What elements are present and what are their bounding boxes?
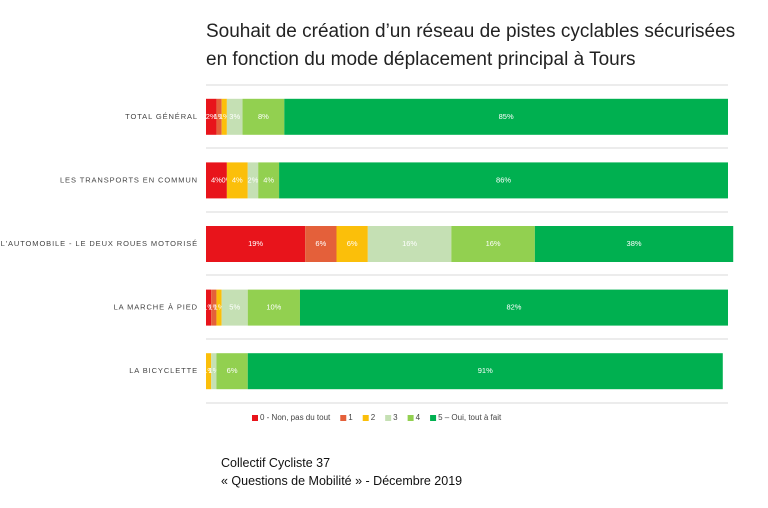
bar-segment bbox=[226, 98, 243, 135]
data-label: 1% bbox=[208, 366, 219, 375]
bar-segment bbox=[336, 226, 368, 262]
y-tick-label: L'AUTOMOBILE - LE DEUX ROUES MOTORISÉ bbox=[1, 239, 198, 248]
data-label: 19% bbox=[248, 239, 263, 248]
bar-segment bbox=[216, 353, 248, 390]
bar-segment bbox=[367, 226, 452, 262]
y-tick-label: TOTAL GÉNÉRAL bbox=[125, 112, 198, 121]
legend-swatch bbox=[252, 415, 258, 421]
y-tick-label: LA BICYCLETTE bbox=[129, 366, 198, 375]
chart-title: en fonction du mode déplacement principa… bbox=[206, 49, 636, 70]
bar-segment bbox=[534, 226, 734, 262]
bar-segment bbox=[226, 162, 248, 199]
legend-swatch bbox=[362, 415, 369, 421]
data-label: 86% bbox=[496, 175, 511, 184]
bar-segment bbox=[299, 289, 728, 326]
data-label: 91% bbox=[478, 366, 493, 375]
data-label: 6% bbox=[347, 239, 358, 248]
data-label: 38% bbox=[627, 239, 642, 248]
data-label: 82% bbox=[506, 303, 521, 312]
legend-swatch bbox=[340, 415, 347, 421]
legend-label: 5 – Oui, tout à fait bbox=[438, 413, 502, 422]
data-label: 2% bbox=[248, 175, 259, 184]
bar-segment bbox=[279, 162, 728, 199]
data-label: 16% bbox=[486, 239, 501, 248]
footer: Collectif Cycliste 37 bbox=[221, 456, 330, 470]
bar-segment bbox=[305, 226, 337, 262]
data-label: 4% bbox=[263, 175, 274, 184]
data-label: 6% bbox=[315, 239, 326, 248]
data-label: 1% bbox=[203, 366, 214, 375]
bar-segment bbox=[451, 226, 535, 262]
data-label: 1% bbox=[203, 303, 214, 312]
bar-segment bbox=[211, 289, 217, 326]
legend-label: 4 bbox=[416, 413, 421, 422]
bar-segment bbox=[211, 353, 217, 390]
bar-segment bbox=[206, 289, 212, 326]
legend-label: 0 - Non, pas du tout bbox=[260, 413, 331, 422]
chart-title: Souhait de création d’un réseau de piste… bbox=[206, 21, 735, 42]
bar-segment bbox=[216, 98, 222, 135]
bar-segment bbox=[247, 353, 723, 390]
data-label: 4% bbox=[211, 175, 222, 184]
data-label: 1% bbox=[208, 303, 219, 312]
bar-segment bbox=[221, 289, 248, 326]
data-label: 3% bbox=[229, 112, 240, 121]
legend-swatch bbox=[385, 415, 392, 421]
bar-segment bbox=[258, 162, 280, 199]
separators bbox=[206, 84, 728, 404]
legend-label: 1 bbox=[348, 413, 353, 422]
bar-segment bbox=[247, 289, 300, 326]
legend-swatch bbox=[407, 415, 414, 421]
bar-segment bbox=[206, 353, 212, 390]
data-label: 5% bbox=[229, 303, 240, 312]
legend-label: 3 bbox=[393, 413, 398, 422]
bar-segment bbox=[206, 162, 227, 199]
data-label: 85% bbox=[499, 112, 514, 121]
data-label: 1% bbox=[214, 112, 225, 121]
data-label: 1% bbox=[219, 112, 230, 121]
data-label: 4% bbox=[232, 175, 243, 184]
data-label: 2% bbox=[206, 112, 217, 121]
data-label: 16% bbox=[402, 239, 417, 248]
bar-segment bbox=[284, 98, 728, 135]
footer: « Questions de Mobilité » - Décembre 201… bbox=[221, 474, 462, 488]
bar-segment bbox=[206, 226, 306, 262]
bar-segment bbox=[206, 98, 217, 135]
legend-label: 2 bbox=[371, 413, 376, 422]
data-label: 6% bbox=[227, 366, 238, 375]
legend-swatch bbox=[430, 415, 437, 421]
data-label: 1% bbox=[214, 303, 225, 312]
bar-segment bbox=[242, 98, 285, 135]
data-label: 8% bbox=[258, 112, 269, 121]
bar-segment bbox=[221, 98, 227, 135]
bar-segment bbox=[216, 289, 222, 326]
y-tick-label: LA MARCHE À PIED bbox=[114, 303, 198, 312]
y-tick-label: LES TRANSPORTS EN COMMUN bbox=[60, 175, 198, 184]
data-label: 10% bbox=[266, 303, 281, 312]
bar-segment bbox=[247, 162, 259, 199]
